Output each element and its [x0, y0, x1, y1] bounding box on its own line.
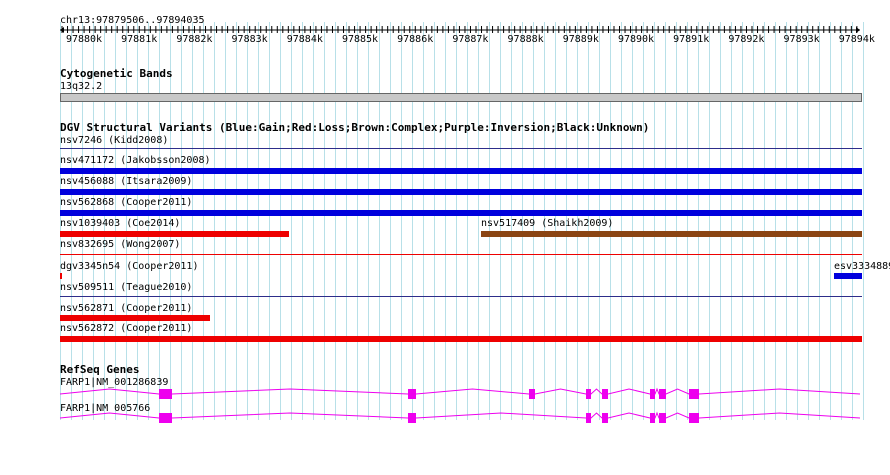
transcript-label-nm-001286839[interactable]: FARP1|NM_001286839 — [60, 377, 169, 388]
exon — [159, 389, 172, 399]
variant-label-nsv562872[interactable]: nsv562872 (Cooper2011) — [60, 323, 193, 334]
variant-bar-nsv456088[interactable] — [60, 189, 862, 195]
variant-label-nsv1039403[interactable]: nsv1039403 (Coe2014) — [60, 218, 181, 229]
ruler-tick-label: 97884k — [286, 34, 323, 45]
variant-bar-nsv562872[interactable] — [60, 336, 862, 342]
variant-label-nsv517409[interactable]: nsv517409 (Shaikh2009) — [481, 218, 614, 229]
refseq-track-title: RefSeq Genes — [60, 363, 140, 376]
variant-bar-dgv3345n54[interactable] — [60, 273, 62, 279]
variant-bar-nsv562868[interactable] — [60, 210, 862, 216]
exon — [586, 413, 591, 423]
ruler-position: chr13:97879506..97894035 — [60, 15, 205, 26]
ruler-tick-label: 97882k — [176, 34, 213, 45]
dgv-track-title: DGV Structural Variants (Blue:Gain;Red:L… — [60, 121, 650, 134]
ruler-tick-label: 97888k — [507, 34, 544, 45]
variant-row-separator — [60, 148, 862, 149]
ruler-tick-label: 97887k — [452, 34, 489, 45]
exon — [408, 413, 416, 423]
exon — [159, 413, 172, 423]
variant-bar-nsv517409[interactable] — [481, 231, 862, 237]
ruler-tick-label: 97894k — [838, 34, 875, 45]
cytoband-track-title: Cytogenetic Bands — [60, 67, 173, 80]
ruler-tick-label: 97883k — [231, 34, 268, 45]
variant-label-nsv562871[interactable]: nsv562871 (Cooper2011) — [60, 303, 193, 314]
variant-label-nsv562868[interactable]: nsv562868 (Cooper2011) — [60, 197, 193, 208]
variant-label-esv3334889[interactable]: esv3334889 — [834, 261, 890, 272]
variant-label-nsv471172[interactable]: nsv471172 (Jakobsson2008) — [60, 155, 211, 166]
exon — [689, 389, 699, 399]
refseq-gene-models[interactable] — [0, 380, 890, 430]
transcript-label-nm-005766[interactable]: FARP1|NM_005766 — [60, 403, 151, 414]
variant-label-nsv509511[interactable]: nsv509511 (Teague2010) — [60, 282, 193, 293]
ruler-tick-label: 97889k — [562, 34, 599, 45]
exon — [602, 413, 608, 423]
exon — [586, 389, 591, 399]
variant-bar-esv3334889[interactable] — [834, 273, 862, 279]
variant-label-nsv832695[interactable]: nsv832695 (Wong2007) — [60, 239, 181, 250]
exon — [659, 413, 666, 423]
variant-bar-nsv471172[interactable] — [60, 168, 862, 174]
exon — [650, 389, 655, 399]
ruler-tick-label: 97880k — [65, 34, 103, 45]
variant-row-separator — [60, 296, 862, 297]
variant-bar-nsv1039403[interactable] — [60, 231, 289, 237]
exon — [529, 389, 535, 399]
variant-bar-nsv562871[interactable] — [60, 315, 210, 321]
ruler-axis — [60, 26, 860, 33]
ruler-tick-label: 97890k — [617, 34, 655, 45]
ruler-tick-label: 97885k — [341, 34, 379, 45]
exon — [659, 389, 666, 399]
ruler-tick-label: 97891k — [673, 34, 710, 45]
cytoband-label: 13q32.2 — [60, 81, 103, 92]
cytoband-bar[interactable] — [60, 93, 862, 102]
variant-label-nsv456088[interactable]: nsv456088 (Itsara2009) — [60, 176, 193, 187]
variant-label-nsv7246[interactable]: nsv7246 (Kidd2008) — [60, 135, 169, 146]
ruler-tick-label: 97892k — [728, 34, 765, 45]
ruler-tick-label: 97893k — [783, 34, 820, 45]
exon — [650, 413, 655, 423]
ruler-tick-label: 97881k — [121, 34, 158, 45]
variant-row-separator — [60, 254, 862, 255]
exon — [602, 389, 608, 399]
exon — [689, 413, 699, 423]
ruler-tick-label: 97886k — [397, 34, 434, 45]
exon — [408, 389, 416, 399]
variant-label-dgv3345n54[interactable]: dgv3345n54 (Cooper2011) — [60, 261, 199, 272]
